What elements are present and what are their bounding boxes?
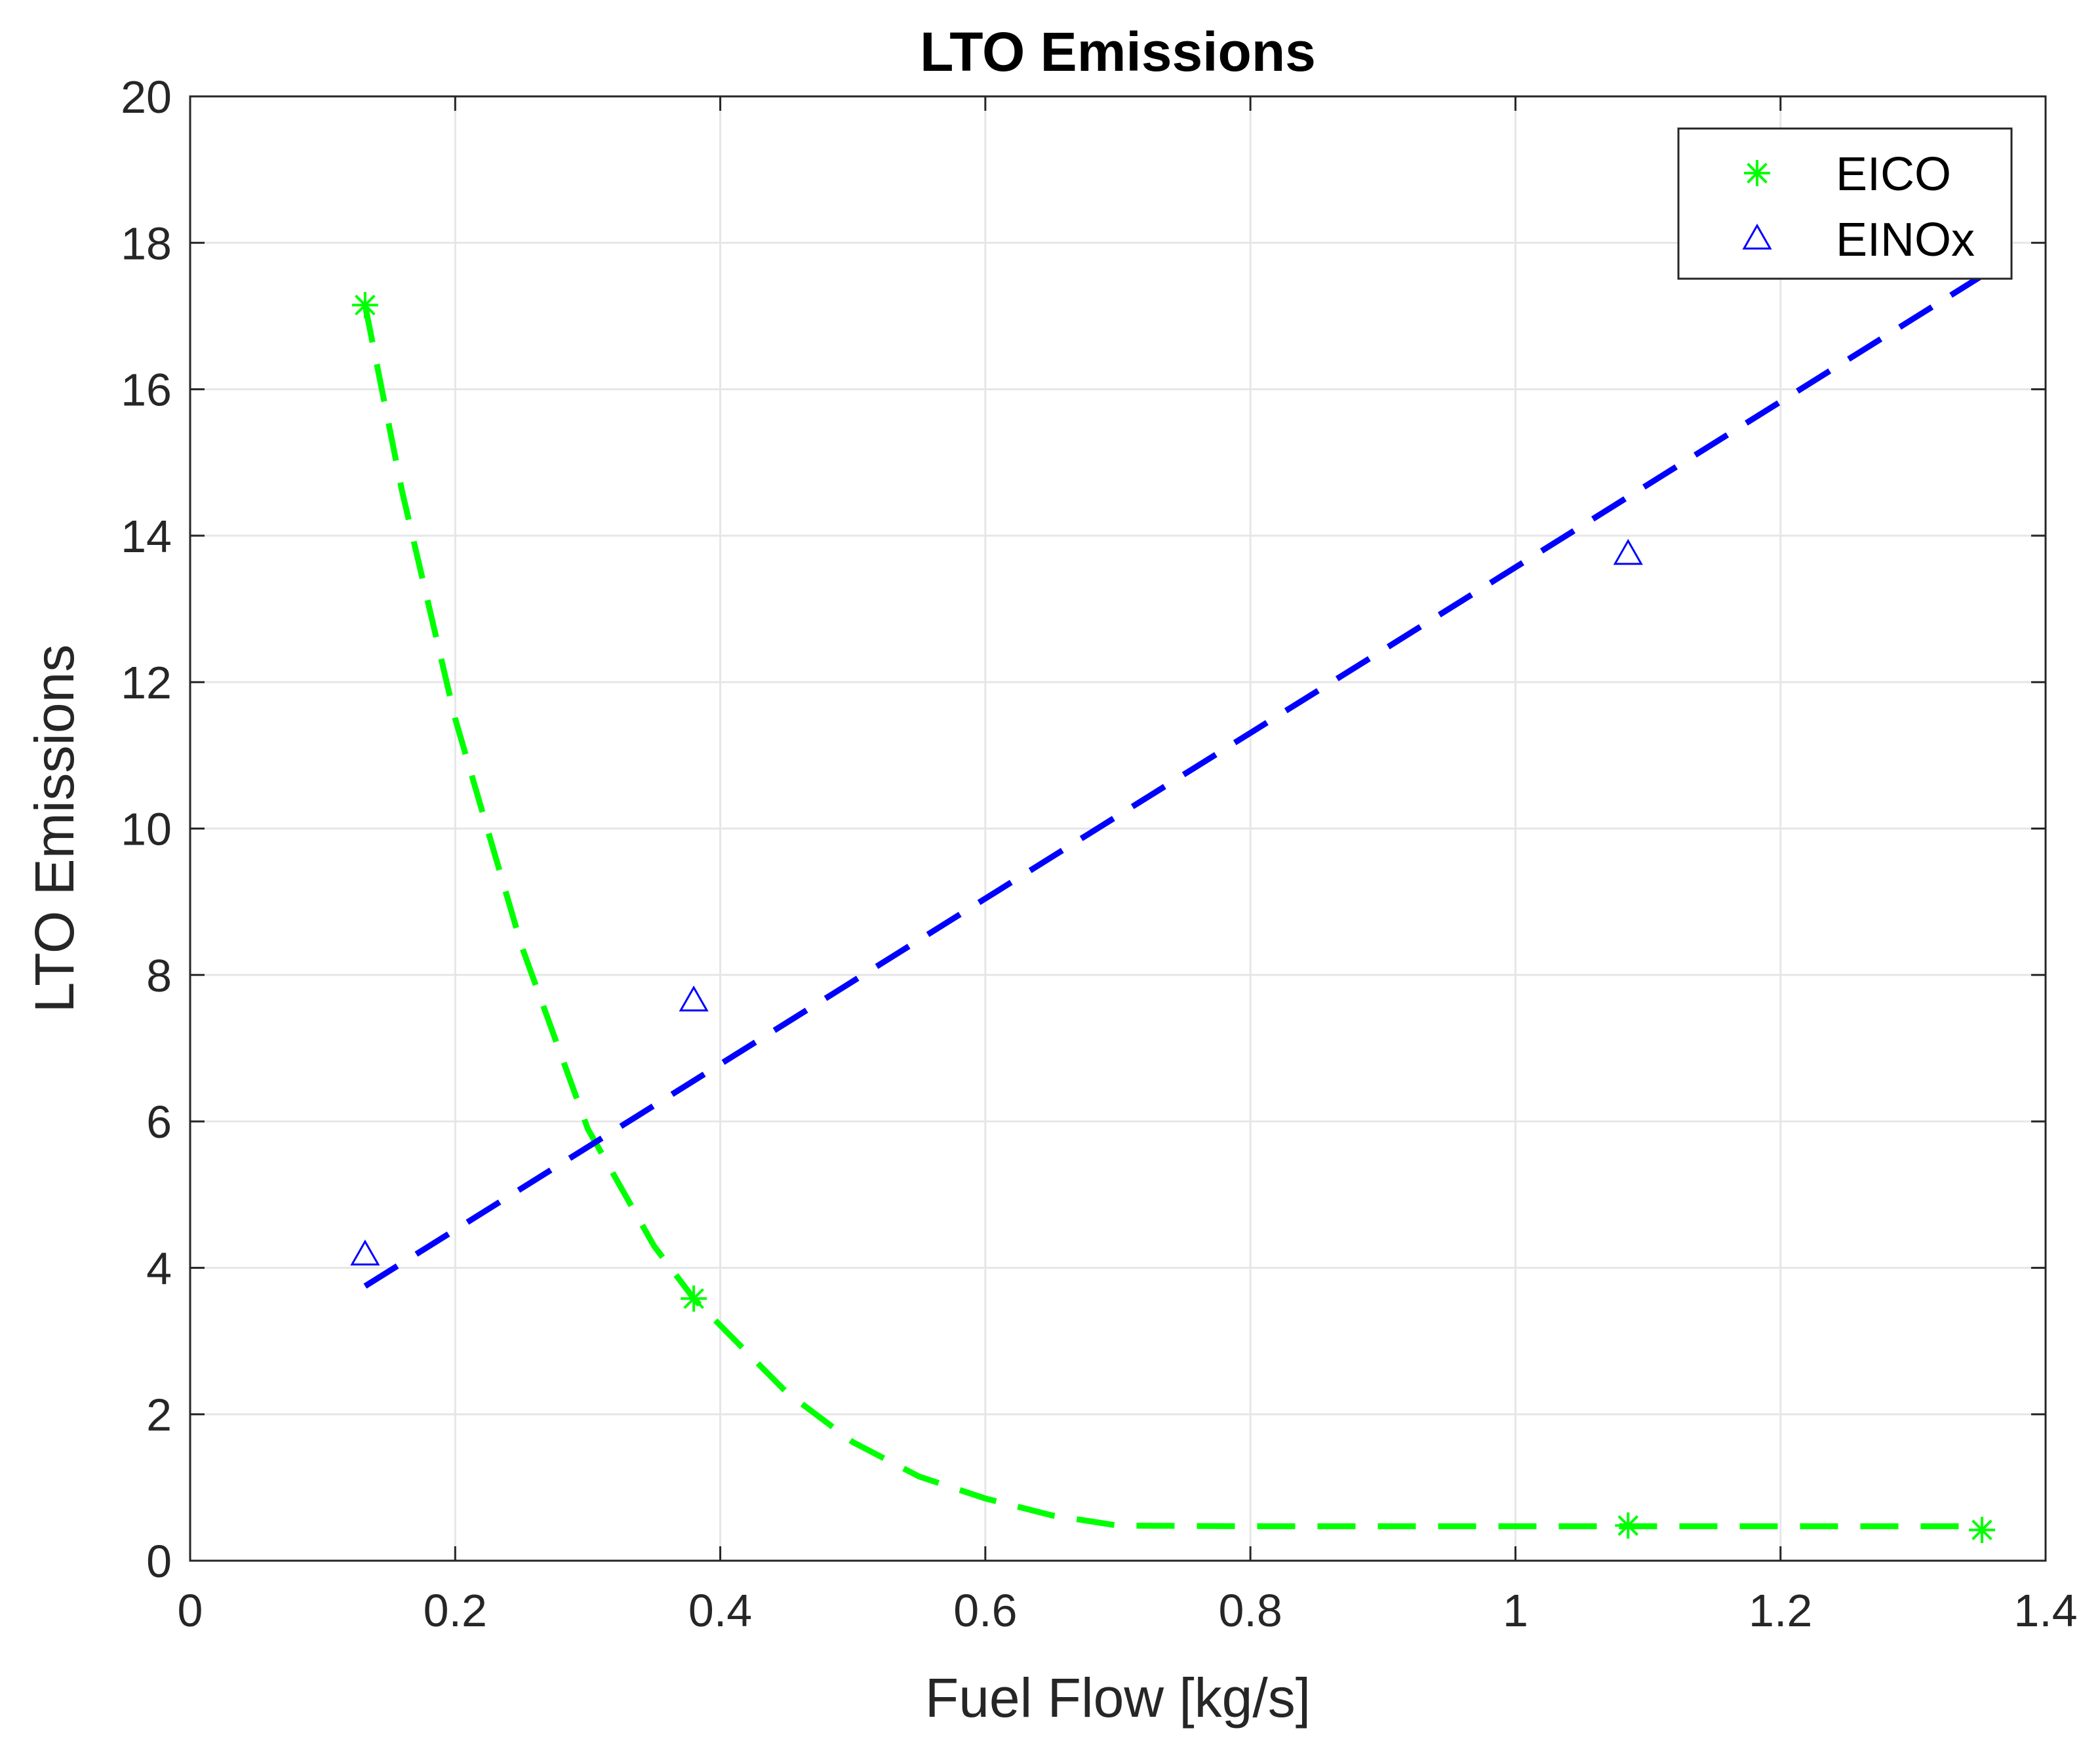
x-tick-label: 0 (178, 1585, 203, 1636)
y-tick-label: 4 (146, 1243, 172, 1294)
fit-lines-layer (362, 273, 1984, 1530)
legend-marker-einox (1742, 223, 1772, 250)
data-point-eico (351, 292, 378, 319)
fit-line-eico (362, 304, 1982, 1530)
legend-marker-shape (1742, 223, 1772, 250)
legend-marker-eico (1744, 160, 1770, 186)
y-tick-label: 14 (121, 511, 172, 562)
x-tick-label: 0.8 (1218, 1585, 1282, 1636)
y-tick-label: 8 (146, 950, 172, 1001)
legend-box (1677, 127, 2013, 280)
tick-labels-layer: 0 0.2 0.4 0.6 0.8 1 1.2 1.4 0 2 4 6 8 10 12 14 16 18 20 (121, 71, 2078, 1636)
x-axis-label: Fuel Flow [kg/s] (925, 1667, 1311, 1729)
fit-line-einox (363, 273, 1984, 1289)
y-tick-label: 10 (121, 804, 172, 855)
chart-title: LTO Emissions (920, 21, 1316, 83)
y-tick-label: 0 (146, 1536, 172, 1587)
legend-marker-shape (1744, 160, 1770, 186)
x-tick-label: 1.4 (2013, 1585, 2077, 1636)
y-tick-label: 16 (121, 365, 172, 416)
y-tick-label: 18 (121, 218, 172, 269)
data-point-einox (1613, 538, 1643, 565)
data-point-eico (1615, 1512, 1642, 1539)
data-point-eico (1968, 1517, 1995, 1544)
legend: EICO EINOx (1677, 127, 2013, 280)
axes-box (189, 95, 2047, 1562)
data-point-einox (679, 985, 709, 1012)
x-tick-label: 1 (1503, 1585, 1528, 1636)
legend-label-einox: EINOx (1836, 214, 1975, 266)
data-point-eico (681, 1285, 707, 1312)
legend-label-eico: EICO (1836, 148, 1951, 201)
axes-layer (189, 95, 2047, 1562)
x-tick-label: 0.2 (424, 1585, 487, 1636)
y-tick-label: 20 (121, 71, 172, 123)
markers-layer (350, 292, 1995, 1544)
y-tick-label: 6 (146, 1096, 172, 1148)
x-tick-label: 1.2 (1749, 1585, 1812, 1636)
y-tick-label: 12 (121, 657, 172, 708)
x-tick-label: 0.4 (688, 1585, 752, 1636)
y-tick-label: 2 (146, 1390, 172, 1441)
x-tick-label: 0.6 (953, 1585, 1017, 1636)
data-point-einox (350, 1239, 380, 1266)
y-axis-label: LTO Emissions (24, 645, 85, 1013)
